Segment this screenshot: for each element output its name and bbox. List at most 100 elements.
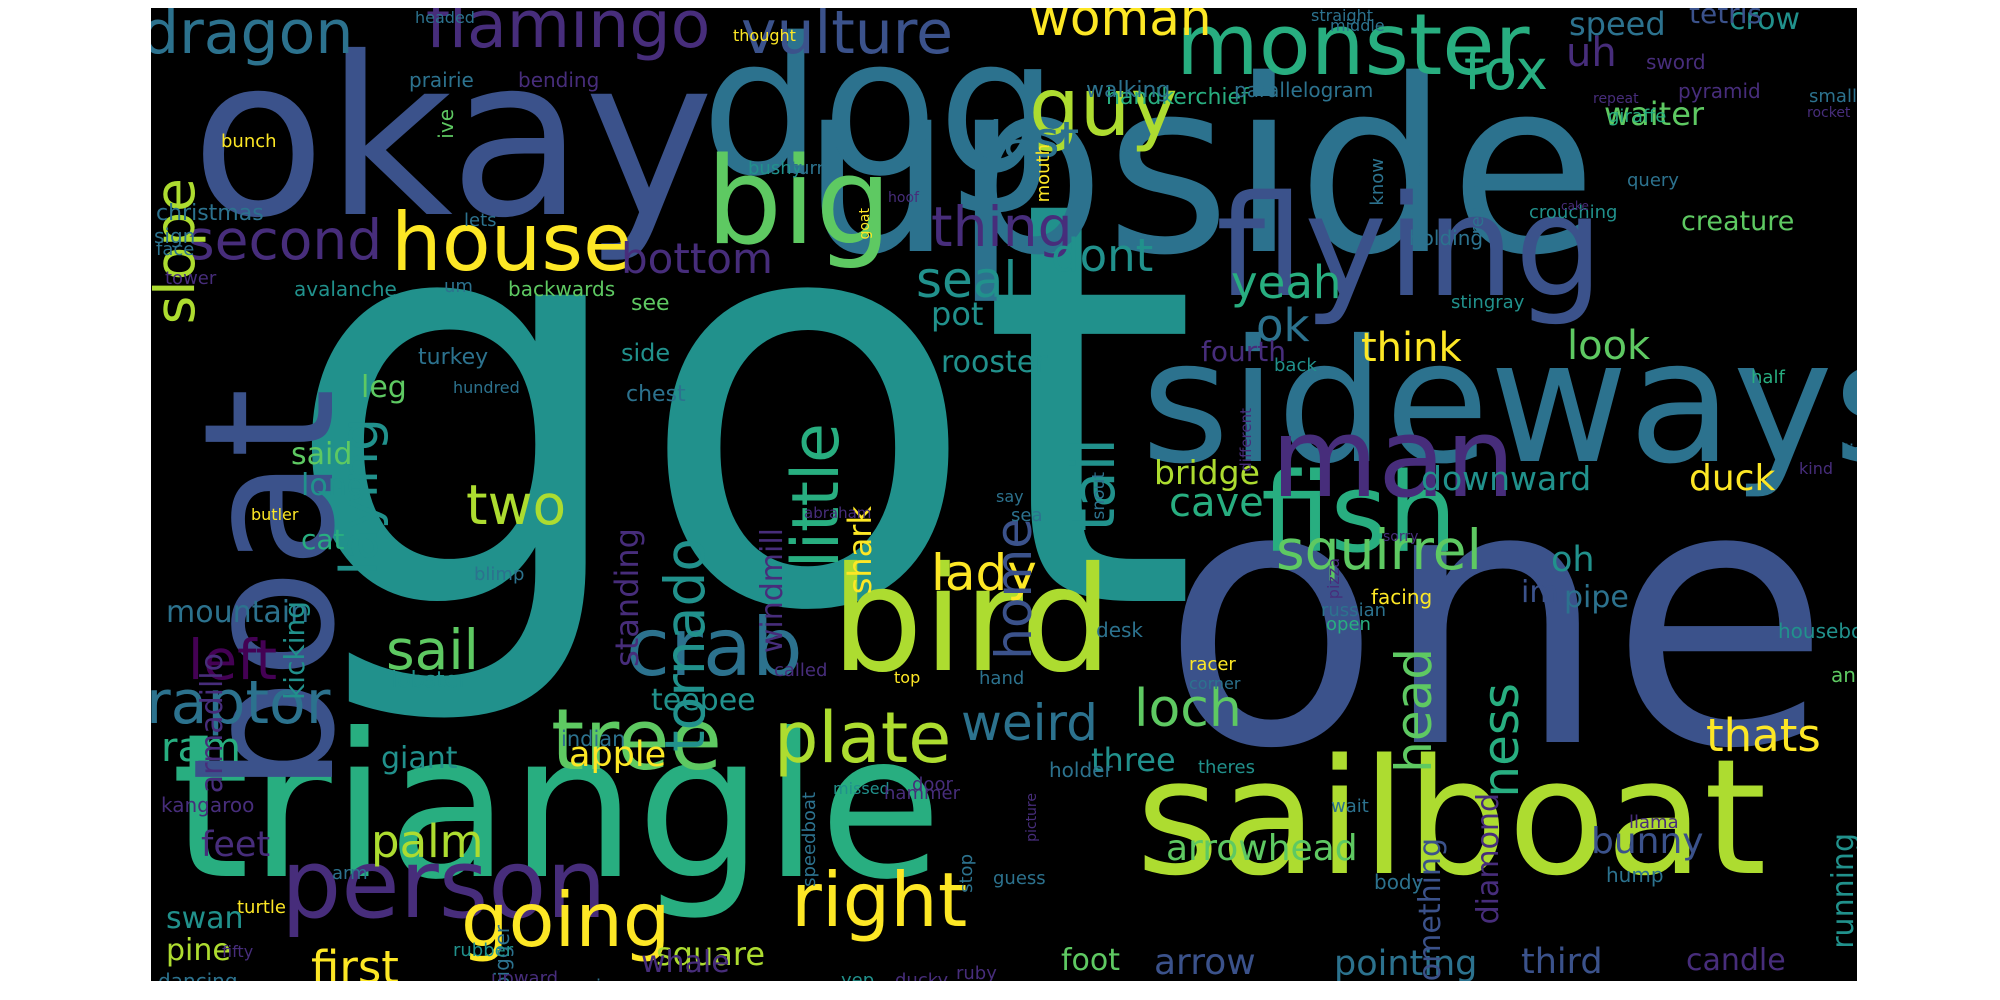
word-arm: arm [332, 863, 368, 884]
word-sailboat: sailboat [1136, 724, 1767, 911]
word-armadillo: armadillo [195, 653, 230, 794]
word-hand: hand [979, 668, 1025, 689]
word-back: back [1274, 355, 1317, 376]
word-goat: goat [857, 208, 873, 240]
word-leg: leg [361, 370, 407, 405]
word-middle: middle [1330, 16, 1385, 35]
word-fourth: fourth [1201, 335, 1286, 368]
word-dragon: dragon [151, 8, 354, 68]
word-bridge: bridge [1154, 453, 1260, 492]
word-called: called [774, 660, 828, 681]
word-guess: guess [993, 868, 1046, 889]
word-thought: thought [733, 26, 796, 45]
word-cake: cake [1561, 199, 1589, 213]
word-home: home [985, 518, 1043, 660]
word-mouth: mouth [1033, 144, 1054, 203]
word-bending: bending [518, 68, 600, 92]
word-kicking: kicking [278, 601, 311, 700]
word-facing: facing [1371, 585, 1433, 609]
word-see: see [631, 291, 670, 316]
word-one: one [1161, 408, 1831, 827]
word-body: body [1374, 870, 1424, 894]
word-straight: straight [1311, 8, 1374, 25]
word-third: third [1521, 942, 1603, 981]
word-tornado: tornado [653, 538, 717, 752]
word-look: look [1567, 323, 1651, 369]
word-squirrel: squirrel [1276, 518, 1482, 582]
word-racer: racer [1189, 654, 1236, 675]
word-pine: pine [166, 933, 231, 968]
word-smaller: smaller [1809, 86, 1857, 107]
word-ruby: ruby [956, 963, 997, 982]
word-sword: sword [1646, 50, 1706, 74]
word-ive: ive [434, 109, 458, 139]
word-fifty: fifty [222, 942, 254, 961]
word-turkey: turkey [418, 345, 489, 370]
word-head: head [1385, 648, 1443, 773]
word-flamingo: flamingo [426, 8, 711, 63]
word-downward: downward [1421, 459, 1592, 498]
word-lets: lets [464, 210, 497, 231]
word-open: open [1326, 614, 1371, 635]
word-uh: uh [1566, 30, 1617, 76]
word-cat: cat [301, 523, 345, 556]
word-query: query [1627, 170, 1679, 191]
word-turn: turn [791, 158, 828, 179]
word-sea: sea [1011, 505, 1043, 526]
word-bunch: bunch [221, 131, 277, 152]
word-yeah: yeah [1231, 256, 1342, 309]
word-oh: oh [1551, 540, 1595, 580]
word-fox: fox [1464, 38, 1548, 102]
word-dancing: dancing [158, 969, 238, 981]
word-desk: desk [1096, 618, 1144, 642]
word-walking: walking [1086, 78, 1171, 103]
word-right: right [791, 856, 968, 944]
word-ness: ness [1472, 683, 1530, 798]
word-plate: plate [774, 697, 952, 779]
word-sign: sign [154, 224, 196, 248]
word-candle: candle [1686, 943, 1786, 978]
word-tower: tower [165, 268, 217, 289]
word-crouching: crouching [1529, 202, 1618, 223]
word-missed: missed [833, 779, 890, 798]
word-woman: woman [1029, 8, 1212, 47]
word-stop: stop [956, 854, 977, 893]
word-speedboat: speedboat [799, 792, 820, 887]
word-square: square [656, 935, 766, 973]
word-door: door [912, 774, 953, 795]
word-rooster: rooster [941, 345, 1048, 380]
word-giraffe: giraffe [1608, 106, 1667, 127]
word-man: man [1271, 394, 1516, 522]
word-sideways: sideways [1141, 304, 1857, 502]
word-crow: crow [1729, 8, 1801, 37]
word-creature: creature [1681, 206, 1795, 237]
word-standing: standing [608, 528, 646, 667]
word-picture: picture [1024, 793, 1040, 842]
word-parallelogram: parallelogram [1234, 78, 1374, 102]
word-person: person [281, 830, 607, 940]
word-tree: tree [551, 691, 722, 790]
word-dont: dont [1051, 229, 1154, 282]
word-pointing: pointing [1334, 944, 1478, 982]
word-rocket: rocket [1807, 105, 1851, 121]
word-little: little [779, 423, 854, 569]
word-bunny: bunny [1591, 821, 1704, 862]
word-kind: kind [1799, 459, 1834, 478]
word-top: top [894, 668, 921, 687]
word-im: im [1521, 575, 1559, 610]
word-hump: hump [1606, 863, 1664, 887]
word-bushy: bushy [748, 158, 803, 179]
word-house: house [391, 196, 633, 289]
word-regular: regular [1467, 170, 1488, 235]
word-mountain: mountain [166, 595, 310, 630]
word-last: last [989, 111, 1080, 169]
word-arrowhead: arrowhead [1166, 828, 1358, 869]
word-abraham: abraham [804, 504, 872, 522]
word-blimp: blimp [474, 564, 525, 585]
word-teepee: teepee [651, 683, 756, 718]
word-upward: upward [491, 968, 559, 982]
word-animal: animal [1831, 663, 1857, 687]
word-big: big [706, 133, 892, 272]
word-vulture: vulture [741, 8, 954, 68]
word-face: face [156, 239, 195, 260]
